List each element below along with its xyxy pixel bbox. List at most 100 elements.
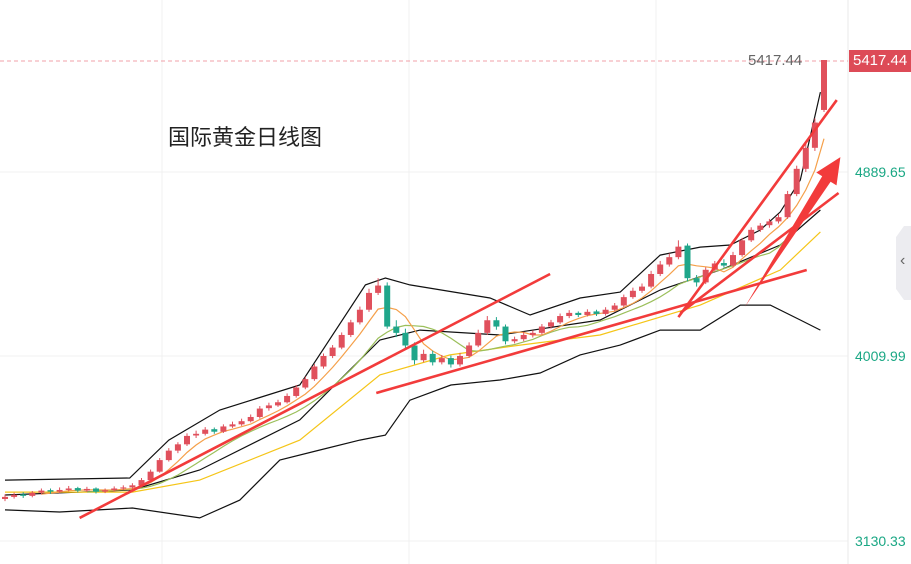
candle-body [265, 405, 272, 409]
candle-body [566, 312, 573, 317]
candle-body [56, 489, 63, 492]
candle-body [538, 326, 545, 333]
candle [93, 487, 99, 494]
grid [0, 0, 849, 564]
candle-body [657, 264, 664, 274]
candle-body [593, 311, 600, 314]
candle-body [11, 494, 18, 497]
candle [730, 251, 736, 268]
candle-body [38, 490, 45, 493]
candle [457, 352, 463, 367]
candle [65, 485, 72, 492]
candle [684, 243, 691, 282]
candle [739, 237, 746, 257]
candle [766, 218, 773, 228]
candle-body [475, 332, 482, 346]
candle-body [784, 194, 791, 218]
candle-body [156, 460, 163, 472]
candle [748, 227, 755, 243]
candle-body [65, 488, 72, 490]
candle-body [575, 312, 582, 315]
candle-body [411, 345, 418, 361]
candle [174, 442, 181, 454]
candle [757, 223, 764, 232]
candle-body [220, 426, 227, 432]
candle-body [384, 285, 391, 327]
candle-body [684, 245, 691, 279]
candle [202, 427, 209, 436]
candle-body [193, 433, 200, 436]
candle-body [165, 450, 172, 461]
candle [793, 165, 800, 197]
candle-body [102, 490, 109, 492]
candle-body [20, 494, 27, 496]
candle [247, 414, 254, 423]
candle-body [520, 334, 527, 340]
candle-body [147, 471, 154, 481]
collapse-panel-button[interactable]: ‹ [896, 226, 911, 300]
candle-body [775, 217, 782, 222]
candle-body [329, 347, 336, 356]
candle [256, 406, 263, 419]
last-price-label: 5417.44 [748, 52, 803, 69]
candle [821, 60, 827, 113]
candle-body [47, 490, 54, 492]
candle-body [675, 246, 682, 258]
candle [284, 393, 291, 404]
candle-body [311, 366, 318, 380]
candle [611, 303, 618, 312]
y-tick-label: 3130.33 [855, 533, 906, 549]
candle [20, 492, 27, 498]
candle [74, 486, 81, 493]
candle [338, 332, 345, 350]
candle-body [720, 263, 727, 266]
candle [511, 336, 518, 344]
candle [384, 282, 391, 329]
candle [538, 324, 545, 335]
candle-body [120, 487, 127, 489]
candle [83, 486, 90, 492]
candle [393, 320, 400, 338]
candle [548, 319, 554, 329]
candle-body [74, 488, 81, 491]
candle [356, 306, 363, 325]
candle [102, 488, 109, 494]
candle-body [602, 309, 609, 314]
candle-body [356, 309, 363, 323]
candle [629, 287, 636, 299]
candle-body [438, 358, 445, 363]
candle [566, 310, 573, 319]
ma5-line [41, 138, 825, 495]
candle [238, 418, 245, 426]
candle [329, 345, 336, 359]
candle-body [284, 395, 291, 403]
candle [375, 278, 382, 296]
candle [593, 309, 600, 317]
candle [602, 307, 609, 316]
candle [193, 430, 200, 439]
candle-body [757, 225, 764, 230]
candle [156, 457, 163, 473]
trendline [677, 99, 838, 318]
candle [302, 376, 309, 390]
candle-body [502, 326, 509, 342]
candle [447, 355, 454, 368]
candle [265, 402, 272, 411]
candle [147, 469, 154, 482]
candle-body [457, 355, 463, 365]
trend-arrow [744, 157, 841, 307]
candle-body [275, 402, 281, 406]
candle-body [174, 444, 181, 451]
candle [438, 354, 445, 365]
trendline [679, 191, 840, 315]
candle-body [238, 421, 245, 425]
candle-body [730, 255, 736, 266]
candle-body [629, 290, 636, 298]
candle-body [229, 424, 236, 427]
candle [584, 309, 591, 317]
candle-body [247, 416, 254, 422]
candle [639, 283, 645, 293]
candle [366, 288, 372, 312]
candle-body [584, 311, 591, 315]
